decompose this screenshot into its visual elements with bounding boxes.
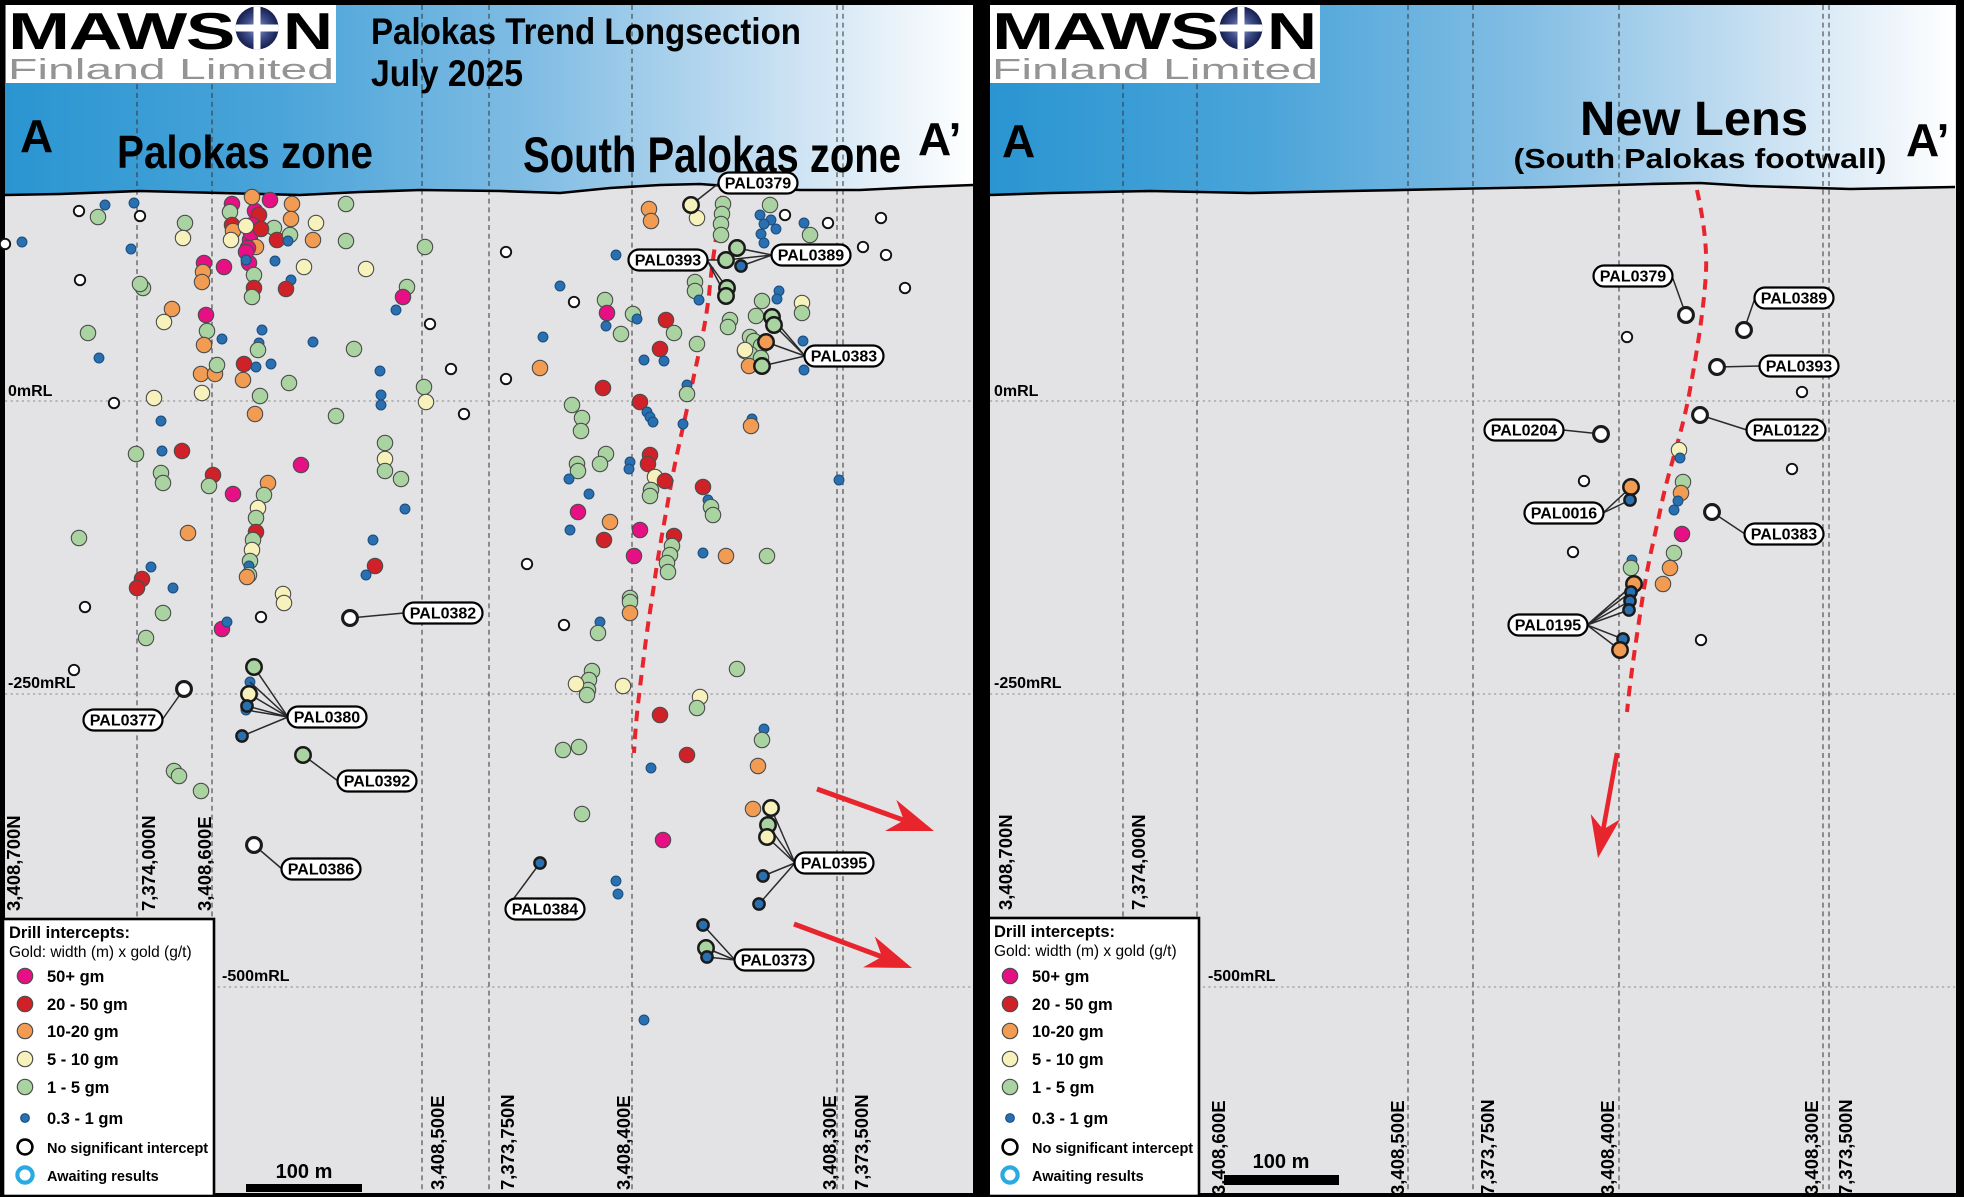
- svg-text:7,374,000N: 7,374,000N: [1128, 814, 1149, 910]
- svg-text:0.3 - 1 gm: 0.3 - 1 gm: [1032, 1110, 1108, 1128]
- svg-text:PAL0204: PAL0204: [1491, 423, 1558, 440]
- svg-text:20 - 50 gm: 20 - 50 gm: [1032, 996, 1113, 1014]
- svg-text:5 - 10 gm: 5 - 10 gm: [47, 1051, 119, 1069]
- svg-text:PAL0389: PAL0389: [778, 248, 845, 265]
- svg-text:Awaiting results: Awaiting results: [47, 1169, 159, 1185]
- svg-text:PAL0383: PAL0383: [811, 349, 878, 366]
- svg-text:Drill intercepts:: Drill intercepts:: [9, 924, 130, 942]
- svg-text:-250mRL: -250mRL: [994, 675, 1062, 692]
- svg-text:10-20 gm: 10-20 gm: [1032, 1023, 1104, 1041]
- svg-text:5 - 10 gm: 5 - 10 gm: [1032, 1051, 1104, 1069]
- svg-text:A’: A’: [1906, 114, 1949, 166]
- svg-text:0mRL: 0mRL: [994, 383, 1039, 400]
- svg-text:PAL0393: PAL0393: [635, 253, 702, 270]
- svg-text:7,373,500N: 7,373,500N: [1835, 1099, 1856, 1195]
- svg-text:Palokas zone: Palokas zone: [117, 126, 373, 178]
- svg-text:No significant intercept: No significant intercept: [1032, 1141, 1193, 1157]
- svg-text:Finland Limited: Finland Limited: [992, 54, 1318, 86]
- svg-text:A’: A’: [918, 113, 961, 165]
- svg-text:3,408,500E: 3,408,500E: [1387, 1100, 1408, 1195]
- svg-text:3,408,600E: 3,408,600E: [1208, 1100, 1229, 1195]
- svg-text:3,408,700N: 3,408,700N: [995, 814, 1016, 910]
- svg-text:PAL0380: PAL0380: [294, 710, 361, 727]
- svg-text:PAL0395: PAL0395: [801, 856, 868, 873]
- svg-text:MAWS: MAWS: [992, 3, 1218, 61]
- svg-text:PAL0377: PAL0377: [90, 713, 157, 730]
- svg-text:PAL0383: PAL0383: [1751, 527, 1818, 544]
- svg-text:PAL0122: PAL0122: [1753, 423, 1820, 440]
- svg-text:MAWS: MAWS: [8, 3, 234, 61]
- svg-text:3,408,400E: 3,408,400E: [613, 1095, 634, 1190]
- svg-text:20 - 50 gm: 20 - 50 gm: [47, 996, 128, 1014]
- svg-text:3,408,400E: 3,408,400E: [1597, 1100, 1618, 1195]
- svg-text:July 2025: July 2025: [371, 53, 523, 94]
- svg-text:PAL0382: PAL0382: [410, 606, 477, 623]
- svg-text:10-20 gm: 10-20 gm: [47, 1023, 119, 1041]
- svg-text:Awaiting results: Awaiting results: [1032, 1169, 1144, 1185]
- svg-text:3,408,300E: 3,408,300E: [1801, 1100, 1822, 1195]
- svg-text:PAL0016: PAL0016: [1531, 506, 1598, 523]
- svg-text:50+ gm: 50+ gm: [47, 968, 104, 986]
- svg-text:-500mRL: -500mRL: [222, 968, 290, 985]
- svg-text:Drill intercepts:: Drill intercepts:: [994, 923, 1115, 941]
- svg-text:N: N: [283, 3, 333, 61]
- svg-text:Gold: width (m) x gold (g/t): Gold: width (m) x gold (g/t): [9, 944, 192, 961]
- svg-text:3,408,700N: 3,408,700N: [3, 815, 24, 911]
- svg-text:7,374,000N: 7,374,000N: [138, 815, 159, 911]
- svg-text:PAL0392: PAL0392: [344, 774, 411, 791]
- svg-text:Finland Limited: Finland Limited: [8, 54, 334, 86]
- svg-text:PAL0393: PAL0393: [1766, 359, 1833, 376]
- svg-text:100 m: 100 m: [276, 1161, 333, 1183]
- svg-text:Gold: width (m) x gold (g/t): Gold: width (m) x gold (g/t): [994, 943, 1177, 960]
- svg-text:100 m: 100 m: [1253, 1151, 1310, 1173]
- svg-text:South Palokas zone: South Palokas zone: [523, 127, 901, 183]
- svg-text:PAL0373: PAL0373: [741, 953, 808, 970]
- svg-text:-500mRL: -500mRL: [1208, 968, 1276, 985]
- svg-text:PAL0379: PAL0379: [1600, 269, 1667, 286]
- svg-text:7,373,750N: 7,373,750N: [1477, 1099, 1498, 1195]
- svg-text:N: N: [1267, 3, 1317, 61]
- svg-text:1 - 5 gm: 1 - 5 gm: [47, 1079, 109, 1097]
- svg-text:0.3 - 1 gm: 0.3 - 1 gm: [47, 1110, 123, 1128]
- svg-text:PAL0384: PAL0384: [512, 902, 579, 919]
- svg-text:3,408,300E: 3,408,300E: [819, 1095, 840, 1190]
- svg-text:3,408,500E: 3,408,500E: [427, 1095, 448, 1190]
- svg-text:A: A: [1002, 115, 1035, 167]
- svg-text:PAL0379: PAL0379: [725, 176, 792, 193]
- svg-text:(South Palokas footwall): (South Palokas footwall): [1514, 143, 1887, 174]
- svg-text:PAL0195: PAL0195: [1515, 618, 1582, 635]
- svg-text:A: A: [20, 110, 53, 162]
- svg-text:-250mRL: -250mRL: [8, 675, 76, 692]
- svg-text:7,373,500N: 7,373,500N: [851, 1094, 872, 1190]
- svg-text:50+ gm: 50+ gm: [1032, 968, 1089, 986]
- svg-text:New Lens: New Lens: [1580, 93, 1808, 146]
- svg-text:0mRL: 0mRL: [8, 383, 53, 400]
- svg-text:No significant intercept: No significant intercept: [47, 1141, 208, 1157]
- svg-text:PAL0386: PAL0386: [288, 862, 355, 879]
- svg-text:1 - 5 gm: 1 - 5 gm: [1032, 1079, 1094, 1097]
- svg-text:Palokas Trend Longsection: Palokas Trend Longsection: [371, 11, 801, 52]
- svg-text:3,408,600E: 3,408,600E: [194, 816, 215, 911]
- svg-text:PAL0389: PAL0389: [1761, 291, 1828, 308]
- svg-text:7,373,750N: 7,373,750N: [497, 1094, 518, 1190]
